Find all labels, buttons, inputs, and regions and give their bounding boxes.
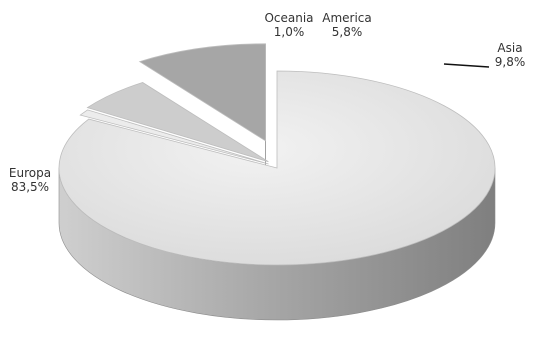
slice-label-america: America	[322, 11, 372, 25]
slice-oceania	[79, 109, 269, 165]
slice-value-asia: 9,8%	[495, 55, 526, 69]
slice-label-europa: Europa	[9, 166, 51, 180]
slice-label-oceania: Oceania	[264, 11, 313, 25]
slice-label-asia: Asia	[497, 41, 522, 55]
leader-line-asia	[443, 63, 490, 68]
slice-value-europa: 83,5%	[11, 180, 49, 194]
slice-america	[86, 82, 269, 163]
slice-value-oceania: 1,0%	[274, 25, 305, 39]
slice-europa	[58, 70, 496, 266]
slice-asia	[138, 43, 266, 142]
slices-group	[58, 43, 496, 321]
slice-value-america: 5,8%	[332, 25, 363, 39]
